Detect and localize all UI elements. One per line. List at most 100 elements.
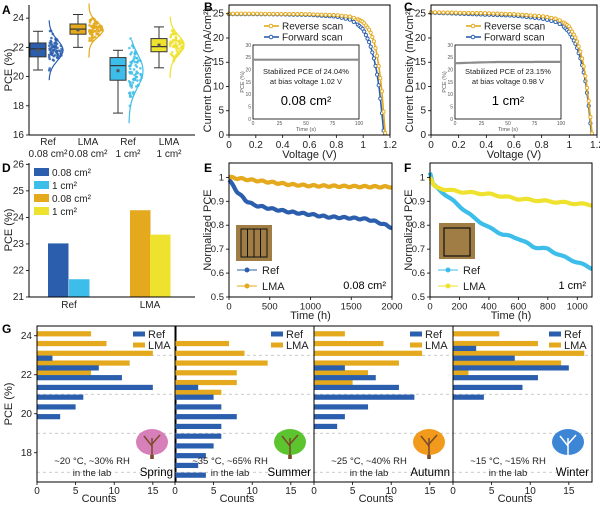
data-marker [287,11,292,17]
scatter-point [94,25,98,28]
conditions-sublabel: in the lab [350,468,389,479]
x-tick-label: 10 [386,486,398,497]
season-panel-autumn [313,325,454,483]
data-marker [482,11,488,16]
y-tick-label: 0 [218,130,224,141]
panel-label-d: D [2,161,11,175]
data-marker [503,11,508,16]
category-label: Ref [61,300,77,311]
ref-bar [37,404,76,410]
x-tick-label: 0.2 [452,140,466,151]
scatter-point [52,45,55,49]
data-marker [275,11,280,16]
inset-x-tick-label: 50 [505,121,511,127]
scatter-point [88,36,91,40]
x-axis-label: Time (h) [491,310,532,322]
inset-x-label: Time (s) [296,127,316,133]
y-tick-label: 25 [13,186,25,197]
x-tick-label: 5 [211,486,217,497]
x-tick-label: 10 [525,486,537,497]
legend-swatch [271,331,283,337]
ref-bar [175,462,199,469]
data-marker [339,13,344,18]
lma-bar [453,331,500,337]
inset-x-tick-label: 75 [532,121,538,127]
y-tick-label: 1 [219,172,224,183]
mean-marker [116,69,120,73]
legend-swatch [34,181,49,189]
category-sublabel: 1 cm² [116,149,142,160]
data-marker [557,18,562,23]
data-marker [570,29,575,34]
ref-bar [37,384,153,391]
y-axis-label: Normalized PCE [202,189,214,270]
ref-bar [175,414,237,420]
y-axis-label: Current Density (mA/cm²) [202,8,214,133]
x-tick-label: 600 [510,302,526,313]
data-marker [516,12,521,17]
y-tick-label: 10 [213,81,225,92]
data-marker [335,13,340,18]
x-tick-label: 800 [540,302,556,313]
data-marker [545,15,550,20]
ref-bar [314,365,345,371]
x-tick-label: 0 [226,140,232,151]
ref-bar [453,394,484,400]
scatter-point [139,67,142,70]
inset-y-tick-label: 20 [447,67,453,73]
legend-label: 0.08 cm² [52,194,92,205]
stabilized-pce-text: Stabilized PCE of 24.04% [263,67,349,76]
ref-bar [175,423,222,430]
scatter-point [127,80,131,83]
scatter-point [47,53,51,57]
data-marker [315,12,320,17]
data-marker [378,96,383,101]
data-marker [331,13,336,18]
tree-branches [143,434,161,456]
ref-bar [314,384,399,391]
tree-winter-icon [552,429,584,459]
legend-swatch [549,342,561,348]
y-tick-label: 18 [13,101,25,112]
lma-bar [175,379,237,386]
data-marker [581,64,586,69]
scatter-point [136,61,139,64]
plot-frame [36,325,177,483]
data-marker [578,49,583,54]
scatter-point [130,86,133,89]
legend-label: LMA [262,281,285,293]
data-marker [370,35,375,40]
y-tick-label: 0.7 [412,244,425,255]
stabilized-pce-text: Stabilized PCE of 23.15% [465,67,551,76]
x-tick-label: 0 [311,486,317,497]
legend-marker [470,34,476,40]
y-tick-label: 20 [21,409,33,420]
scatter-point [139,78,142,82]
x-tick-label: 5 [73,486,79,497]
y-tick-label: 24 [21,331,33,342]
scatter-point [136,84,140,87]
lma-bar [175,389,222,395]
scatter-point [130,61,133,65]
data-marker [371,39,376,44]
data-marker [495,11,500,16]
scatter-point [60,54,63,57]
panel-label-e: E [204,161,212,175]
data-marker [586,98,591,104]
x-tick-label: 1 [360,140,366,151]
legend-marker [470,23,476,29]
scatter-point [134,72,138,76]
x-tick-label: 10 [247,486,259,497]
scatter-point [128,70,131,74]
scatter-point [177,52,180,55]
season-label: Autumn [410,467,450,479]
data-marker [588,115,593,120]
y-axis-label: PCE (%) [3,49,15,92]
y-tick-label: 0.5 [211,292,224,303]
inset-y-tick-label: 0 [248,117,251,123]
ref-bar [453,384,523,391]
box-group [69,3,104,58]
data-marker [279,11,284,17]
legend-label: 1 cm² [52,181,78,192]
data-marker [230,11,236,16]
